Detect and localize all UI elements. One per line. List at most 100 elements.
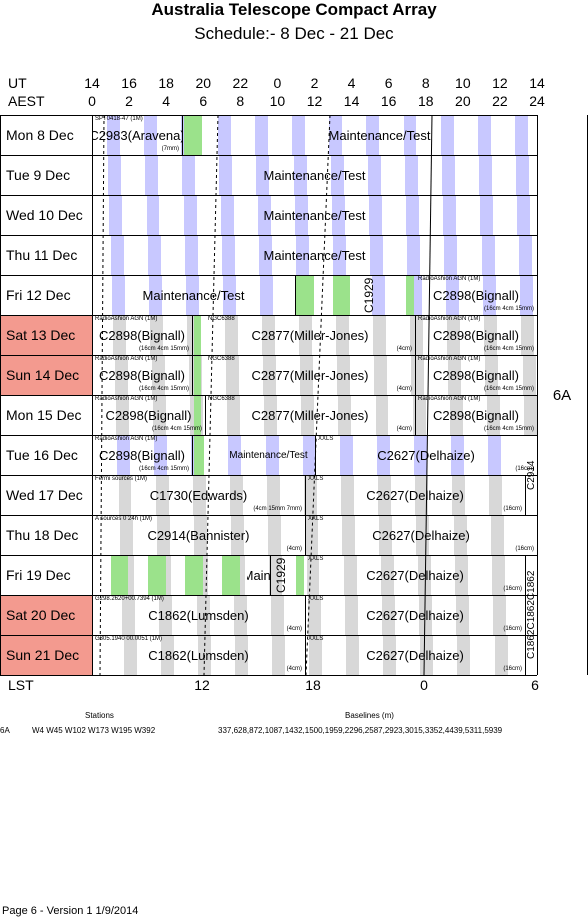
sky-stripe	[448, 355, 462, 395]
sky-stripe	[154, 435, 168, 475]
sky-stripe	[219, 155, 233, 195]
sky-stripe	[234, 635, 248, 675]
project-block-label: C2898(Bignall)	[433, 287, 519, 303]
sky-stripe	[228, 435, 242, 475]
sky-stripe	[298, 315, 312, 355]
project-source-note: A sources 0 24h (1M)	[95, 516, 153, 522]
schedule-subtitle: Schedule:- 8 Dec - 21 Dec	[194, 24, 394, 43]
project-block-label: C2627(Delhaize)	[372, 527, 470, 543]
sky-stripe	[109, 195, 123, 235]
project-band-note: (4cm)	[286, 626, 302, 632]
project-source-note: RadioAshion AGN (1M)	[95, 316, 158, 322]
sky-stripe	[450, 435, 464, 475]
sky-stripe	[330, 155, 344, 195]
project-source-note: NGC6388	[208, 356, 235, 362]
sky-stripe	[420, 635, 434, 675]
project-block-label: C2877(Miller-Jones)	[251, 367, 369, 383]
project-block-label: C2898(Bignall)	[433, 407, 519, 423]
sky-stripe	[301, 395, 315, 435]
sky-stripe	[145, 155, 159, 195]
sky-stripe	[151, 355, 165, 395]
sky-stripe	[293, 155, 307, 195]
aest-tick-label: 22	[492, 93, 508, 109]
sky-stripe	[440, 115, 454, 155]
project-source-note: XXLS	[308, 556, 324, 562]
sky-stripe	[115, 395, 129, 435]
sky-stripe	[146, 195, 160, 235]
aest-tick-label: 10	[269, 93, 286, 109]
project-block-label: C1862(Lumsden)	[148, 607, 249, 623]
sky-stripe	[149, 275, 163, 315]
schedule-grid: Mon 8 Dec Tue 9 Dec Wed 10 Dec Thu 11 Dec Fr…	[0, 115, 588, 676]
project-band-note: (16cm 4cm 15mm)	[483, 306, 534, 312]
project-block-label: C2627(Delhaize)	[366, 647, 464, 663]
sky-stripe	[156, 515, 170, 555]
green-patch	[111, 555, 128, 595]
project-source-note: RadioAshion AGN (1M)	[95, 436, 158, 442]
sky-stripe	[449, 395, 463, 435]
sky-stripe	[380, 555, 394, 595]
day-label: Mon 15 Dec	[6, 407, 82, 423]
sky-stripe	[331, 195, 345, 235]
sky-stripe	[270, 595, 284, 635]
grid-lines	[0, 115, 588, 676]
sky-stripe	[123, 635, 137, 675]
sky-stripe	[482, 275, 496, 315]
lst-solid-line	[423, 115, 433, 676]
project-block-label: C2983(Aravena)	[92, 127, 182, 143]
project-band-note: (16cm 4cm 15mm)	[138, 386, 189, 392]
sky-stripe	[383, 635, 397, 675]
ut-tick-label: 10	[455, 75, 471, 91]
sky-stripe	[110, 235, 124, 275]
sky-stripe	[522, 355, 536, 395]
day-label: Sat 13 Dec	[0, 315, 92, 355]
day-label: Sun 14 Dec	[0, 355, 92, 395]
sky-stripe	[341, 475, 354, 515]
sky-stripe	[478, 155, 492, 195]
project-source-note: RadioAshion AGN (1M)	[418, 316, 481, 322]
project-band-note: (4cm)	[396, 386, 412, 392]
sky-stripe	[112, 275, 125, 315]
sky-stripe	[523, 395, 537, 435]
sky-stripe	[143, 115, 157, 155]
sky-stripe	[182, 155, 196, 195]
sky-stripe	[272, 635, 285, 675]
ut-tick-label: 18	[158, 75, 174, 91]
sky-stripe	[147, 235, 161, 275]
sky-stripe	[113, 315, 127, 355]
project-source-note: G298.2620+00.7394 (1M)	[95, 596, 164, 602]
ut-tick-label: 20	[195, 75, 212, 91]
project-source-note: NGC6388	[208, 396, 235, 402]
day-label: Fri 12 Dec	[6, 287, 71, 303]
sky-stripe	[264, 395, 278, 435]
project-block-label: C2898(Bignall)	[105, 407, 192, 423]
project-block-label: Maintenance/Test	[263, 167, 366, 183]
sky-stripe	[477, 115, 491, 155]
ut-tick-label: 8	[421, 75, 430, 91]
sky-stripe	[296, 235, 310, 275]
sky-stripe	[292, 115, 306, 155]
project-band-note: (4cm)	[286, 546, 302, 552]
sky-stripe	[406, 195, 420, 235]
baselines-list: 337,628,872,1087,1432,1500,1959,2296,258…	[218, 726, 503, 735]
sky-stripe	[457, 635, 471, 675]
sky-stripe	[371, 275, 385, 315]
project-source-note: G305.1940 00.0051 (1M)	[95, 636, 163, 642]
sky-stripe	[309, 635, 323, 675]
sky-stripe	[456, 595, 470, 635]
sky-stripe	[403, 115, 417, 155]
green-patch	[406, 275, 414, 315]
aest-tick-label: 8	[236, 93, 245, 109]
sky-stripe	[376, 435, 390, 475]
ut-tick-label: 2	[310, 75, 319, 91]
baselines-label: Baselines (m)	[345, 711, 394, 720]
project-block-label: Maintenance/Test	[263, 207, 366, 223]
green-patch	[184, 115, 202, 155]
sky-stripe	[114, 355, 128, 395]
project-band-note: (16cm 4cm 15mm)	[483, 346, 534, 352]
sky-stripe	[514, 115, 528, 155]
aest-tick-label: 16	[380, 93, 397, 109]
sky-stripe	[108, 155, 122, 195]
sky-stripe	[489, 475, 503, 515]
sky-stripe	[122, 595, 136, 635]
